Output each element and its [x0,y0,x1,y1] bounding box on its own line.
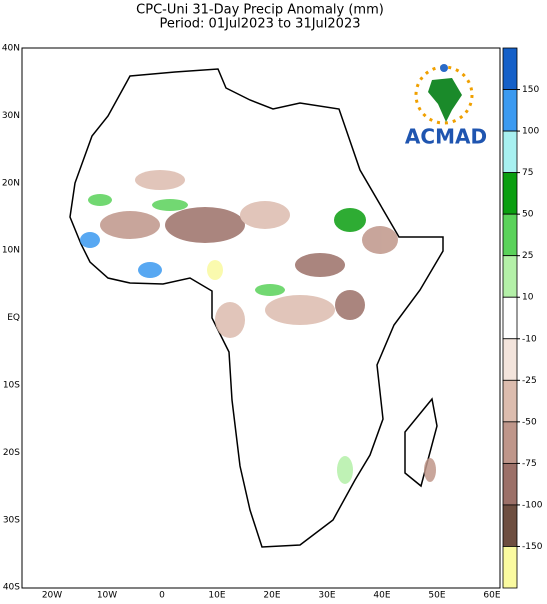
colorbar-swatch [502,255,518,298]
colorbar-label: 75 [522,168,533,178]
lat-label: 40N [2,44,20,54]
lon-label: 40E [373,591,390,601]
lat-label: 20S [3,448,20,458]
lat-label: 40S [3,583,20,593]
colorbar-swatch [502,89,518,132]
colorbar-swatch [502,130,518,174]
lat-label: EQ [7,313,20,323]
lat-label: 30N [2,111,20,121]
colorbar-swatch [502,296,518,340]
colorbar-label: 50 [522,210,534,220]
colorbar-label: -25 [522,376,537,386]
colorbar-label: 150 [522,85,539,95]
colorbar-label: 25 [522,251,533,261]
lon-label: 20W [42,591,62,601]
colorbar-label: -10 [522,334,537,344]
title-line: CPC-Uni 31-Day Precip Anomaly (mm) [136,3,384,18]
colorbar-label: 10 [522,293,534,303]
colorbar-swatch [502,338,518,381]
colorbar-swatch [502,546,518,589]
colorbar-swatch [502,47,518,90]
anomaly-shading [80,170,436,484]
colorbar-label: -75 [522,459,537,469]
colorbar-label: -50 [522,417,537,427]
lat-label: 10N [2,246,20,256]
lon-label: 10W [97,591,117,601]
colorbar-swatch [502,213,518,257]
colorbar-label: -150 [522,542,543,552]
lon-label: 50E [428,591,445,601]
title-line: Period: 01Jul2023 to 31Jul2023 [160,17,361,32]
colorbar-swatch [502,504,518,547]
lon-label: 0 [159,591,165,601]
logo [414,64,474,125]
colorbar-swatch [502,462,518,506]
lat-label: 30S [3,515,20,525]
lat-label: 10S [3,381,20,391]
lat-label: 20N [2,178,20,188]
colorbar-swatch [502,172,518,215]
colorbar-label: -100 [522,500,543,510]
logo-text: ACMAD [405,125,487,149]
lon-label: 10E [208,591,225,601]
lon-label: 60E [483,591,500,601]
lon-label: 20E [263,591,280,601]
colorbar-label: 100 [522,127,539,137]
colorbar-swatch [502,379,518,423]
colorbar-swatch [502,421,518,464]
lon-label: 30E [318,591,335,601]
